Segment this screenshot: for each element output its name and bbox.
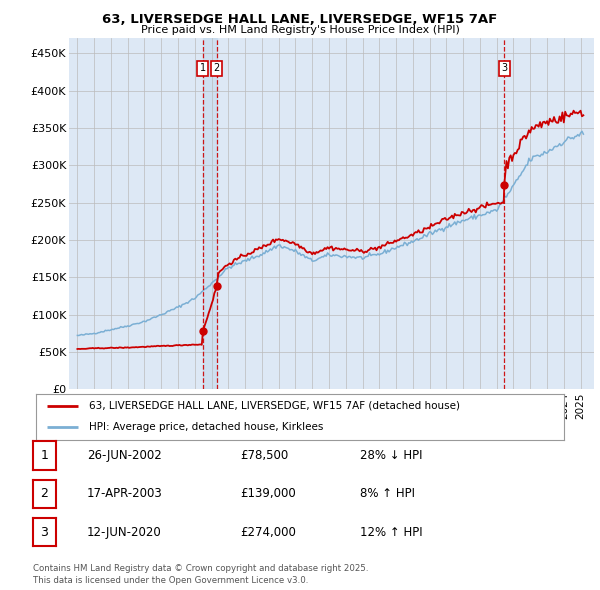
Text: Price paid vs. HM Land Registry's House Price Index (HPI): Price paid vs. HM Land Registry's House … [140, 25, 460, 35]
Bar [203, 38, 217, 389]
Text: 63, LIVERSEDGE HALL LANE, LIVERSEDGE, WF15 7AF: 63, LIVERSEDGE HALL LANE, LIVERSEDGE, WF… [103, 13, 497, 26]
Text: 26-JUN-2002: 26-JUN-2002 [87, 449, 162, 462]
Text: £139,000: £139,000 [240, 487, 296, 500]
Text: 12-JUN-2020: 12-JUN-2020 [87, 526, 162, 539]
Text: 2: 2 [214, 63, 220, 73]
Text: 2: 2 [40, 487, 49, 500]
Text: 1: 1 [200, 63, 206, 73]
Text: £78,500: £78,500 [240, 449, 288, 462]
Text: 28% ↓ HPI: 28% ↓ HPI [360, 449, 422, 462]
Text: 3: 3 [40, 526, 49, 539]
Text: HPI: Average price, detached house, Kirklees: HPI: Average price, detached house, Kirk… [89, 422, 323, 432]
Text: 8% ↑ HPI: 8% ↑ HPI [360, 487, 415, 500]
Text: £274,000: £274,000 [240, 526, 296, 539]
Text: 17-APR-2003: 17-APR-2003 [87, 487, 163, 500]
Text: 1: 1 [40, 449, 49, 462]
Text: 3: 3 [501, 63, 507, 73]
Text: Contains HM Land Registry data © Crown copyright and database right 2025.
This d: Contains HM Land Registry data © Crown c… [33, 565, 368, 585]
Text: 12% ↑ HPI: 12% ↑ HPI [360, 526, 422, 539]
Text: 63, LIVERSEDGE HALL LANE, LIVERSEDGE, WF15 7AF (detached house): 63, LIVERSEDGE HALL LANE, LIVERSEDGE, WF… [89, 401, 460, 411]
